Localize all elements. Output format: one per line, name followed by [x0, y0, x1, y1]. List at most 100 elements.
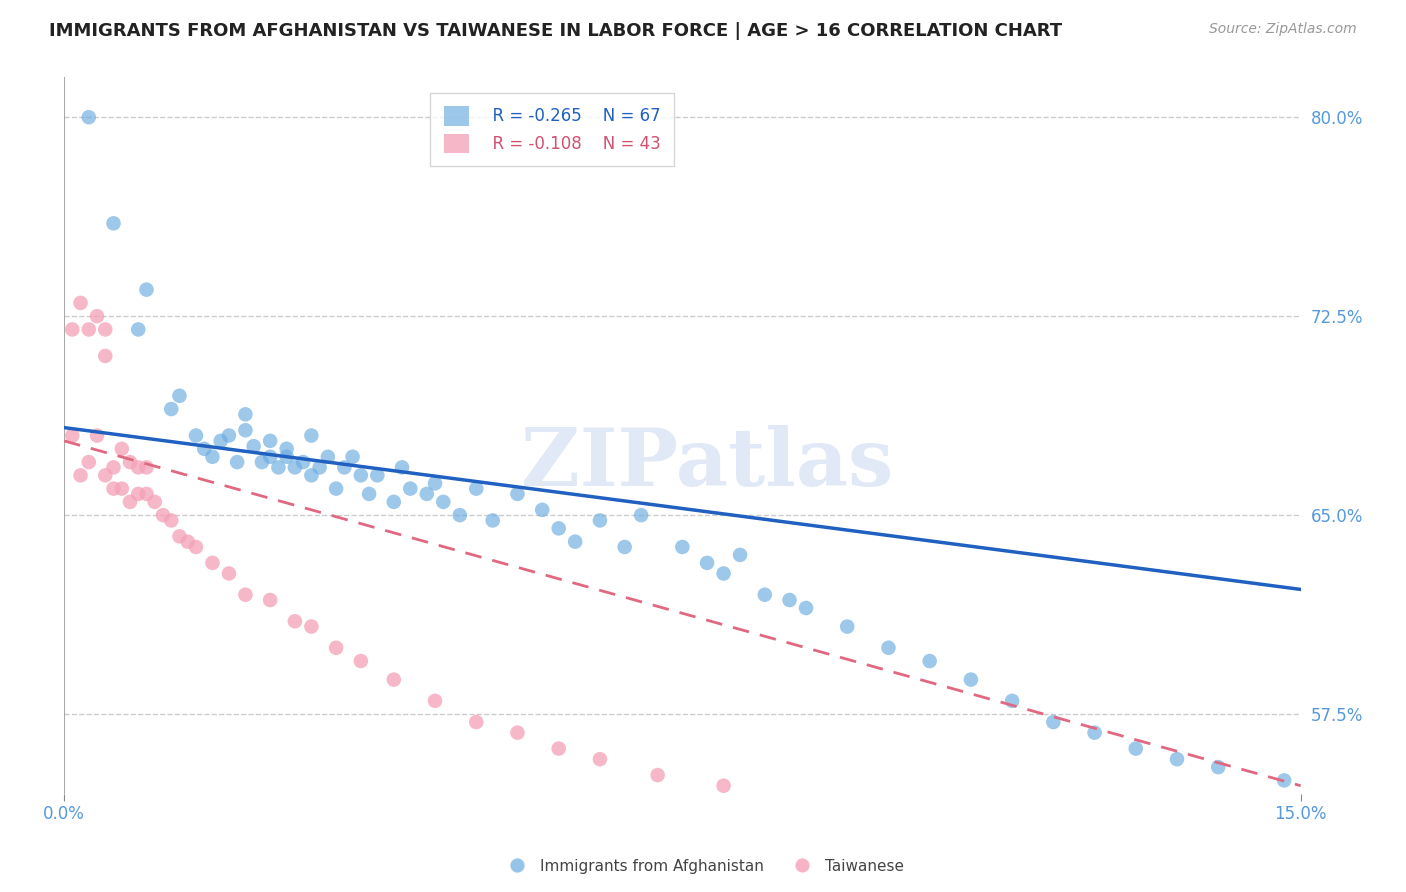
Point	[299, 468, 322, 483]
Point	[423, 476, 446, 491]
Point	[299, 428, 322, 442]
Point	[416, 487, 439, 501]
Point	[60, 428, 83, 442]
Point	[350, 468, 373, 483]
Point	[366, 468, 388, 483]
Point	[837, 619, 859, 633]
Point	[218, 428, 240, 442]
Point	[94, 468, 117, 483]
Point	[308, 460, 330, 475]
Point	[918, 654, 941, 668]
Point	[193, 442, 215, 456]
Point	[177, 534, 200, 549]
Point	[127, 460, 149, 475]
Point	[299, 619, 322, 633]
Point	[630, 508, 652, 523]
Point	[1083, 725, 1105, 739]
Point	[235, 408, 257, 422]
Point	[103, 216, 125, 230]
Point	[696, 556, 718, 570]
Point	[325, 482, 347, 496]
Point	[127, 322, 149, 336]
Point	[391, 460, 413, 475]
Point	[103, 460, 125, 475]
Point	[325, 640, 347, 655]
Point	[1125, 741, 1147, 756]
Point	[449, 508, 471, 523]
Point	[547, 521, 569, 535]
Point	[713, 566, 735, 581]
Point	[209, 434, 232, 448]
Point	[382, 495, 405, 509]
Point	[160, 513, 183, 527]
Point	[794, 601, 817, 615]
Point	[877, 640, 900, 655]
Point	[86, 309, 108, 323]
Point	[86, 428, 108, 442]
Point	[754, 588, 776, 602]
Point	[235, 588, 257, 602]
Point	[284, 614, 307, 628]
Point	[481, 513, 503, 527]
Point	[69, 468, 91, 483]
Point	[135, 487, 157, 501]
Point	[728, 548, 751, 562]
Point	[143, 495, 166, 509]
Point	[276, 442, 298, 456]
Point	[1042, 714, 1064, 729]
Point	[1001, 694, 1024, 708]
Point	[613, 540, 636, 554]
Point	[94, 322, 117, 336]
Point	[135, 460, 157, 475]
Point	[960, 673, 983, 687]
Point	[284, 460, 307, 475]
Point	[169, 529, 191, 543]
Legend:   R = -0.265    N = 67,   R = -0.108    N = 43: R = -0.265 N = 67, R = -0.108 N = 43	[430, 93, 673, 167]
Point	[382, 673, 405, 687]
Point	[111, 442, 134, 456]
Text: IMMIGRANTS FROM AFGHANISTAN VS TAIWANESE IN LABOR FORCE | AGE > 16 CORRELATION C: IMMIGRANTS FROM AFGHANISTAN VS TAIWANESE…	[49, 22, 1063, 40]
Point	[152, 508, 174, 523]
Point	[259, 434, 281, 448]
Point	[77, 455, 100, 469]
Point	[118, 455, 141, 469]
Point	[60, 322, 83, 336]
Point	[160, 402, 183, 417]
Point	[77, 110, 100, 124]
Point	[342, 450, 364, 464]
Point	[432, 495, 454, 509]
Point	[111, 482, 134, 496]
Point	[77, 322, 100, 336]
Point	[259, 450, 281, 464]
Point	[201, 450, 224, 464]
Point	[547, 741, 569, 756]
Point	[333, 460, 356, 475]
Point	[671, 540, 693, 554]
Point	[350, 654, 373, 668]
Point	[235, 423, 257, 437]
Point	[779, 593, 801, 607]
Point	[184, 428, 207, 442]
Point	[564, 534, 586, 549]
Point	[589, 752, 612, 766]
Point	[589, 513, 612, 527]
Point	[292, 455, 315, 469]
Point	[94, 349, 117, 363]
Point	[226, 455, 249, 469]
Point	[250, 455, 273, 469]
Point	[201, 556, 224, 570]
Point	[647, 768, 669, 782]
Point	[169, 389, 191, 403]
Point	[399, 482, 422, 496]
Point	[118, 495, 141, 509]
Point	[423, 694, 446, 708]
Point	[103, 482, 125, 496]
Point	[267, 460, 290, 475]
Point	[259, 593, 281, 607]
Point	[1166, 752, 1188, 766]
Point	[127, 487, 149, 501]
Point	[135, 283, 157, 297]
Point	[69, 296, 91, 310]
Legend: Immigrants from Afghanistan, Taiwanese: Immigrants from Afghanistan, Taiwanese	[496, 853, 910, 880]
Point	[506, 487, 529, 501]
